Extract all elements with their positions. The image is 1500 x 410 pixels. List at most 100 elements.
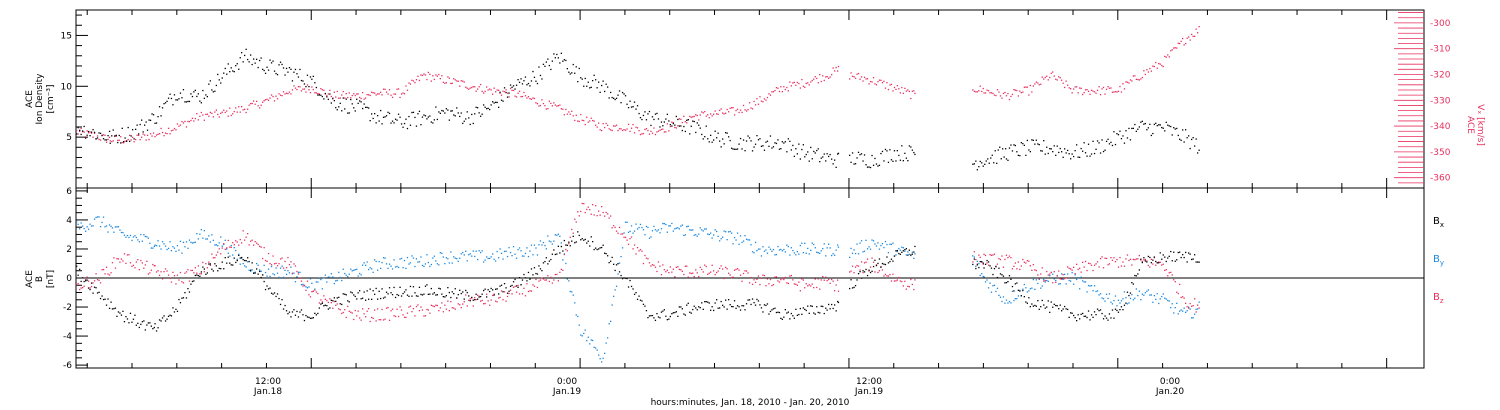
density-series-point bbox=[172, 104, 174, 106]
density-series-point bbox=[141, 119, 143, 121]
vx-series-point bbox=[823, 79, 825, 82]
bz-series-point bbox=[1025, 262, 1027, 264]
by-series-point bbox=[1162, 293, 1164, 295]
by-series-point bbox=[1189, 308, 1191, 310]
by-series-point bbox=[650, 236, 652, 238]
density-series-point bbox=[187, 100, 189, 103]
density-series-point bbox=[382, 116, 385, 118]
vx-series-point bbox=[170, 130, 173, 132]
by-series-point bbox=[786, 244, 788, 246]
bz-series-point bbox=[441, 302, 443, 304]
bx-series-point bbox=[1038, 308, 1040, 310]
bx-series-point bbox=[678, 306, 680, 308]
density-series-point bbox=[224, 67, 226, 70]
bx-series-point bbox=[1093, 311, 1096, 313]
bz-series-point bbox=[629, 238, 631, 240]
by-series-point bbox=[562, 259, 564, 261]
bz-series-point bbox=[769, 278, 772, 281]
bx-series-point bbox=[131, 321, 133, 323]
bz-series-point bbox=[1141, 260, 1143, 263]
by-series-point bbox=[336, 279, 338, 282]
bx-series-point bbox=[693, 305, 695, 307]
density-series-point bbox=[587, 81, 589, 83]
bx-series-point bbox=[814, 313, 816, 315]
bz-series-point bbox=[454, 308, 456, 310]
bz-series-point bbox=[875, 264, 878, 266]
by-series-point bbox=[297, 271, 300, 273]
by-series-point bbox=[161, 241, 164, 243]
bz-series-point bbox=[729, 274, 731, 276]
bx-series-point bbox=[80, 280, 82, 283]
bx-series-point bbox=[444, 296, 446, 298]
by-series-point bbox=[430, 263, 432, 266]
by-series-point bbox=[137, 239, 139, 241]
by-series-point bbox=[702, 230, 704, 232]
bz-series-point bbox=[406, 312, 409, 314]
bx-series-point bbox=[717, 307, 719, 309]
bx-series-point bbox=[1043, 304, 1045, 306]
by-series-point bbox=[339, 276, 341, 279]
vx-series-point bbox=[245, 111, 247, 114]
bx-series-point bbox=[701, 302, 703, 304]
bz-series-point bbox=[131, 265, 133, 267]
density-series-point bbox=[169, 93, 171, 95]
vx-series-point bbox=[1073, 88, 1075, 90]
bx-series-point bbox=[288, 311, 291, 313]
bx-series-point bbox=[199, 275, 201, 277]
bx-series-point bbox=[1067, 308, 1069, 311]
vx-series-point bbox=[569, 113, 571, 115]
bz-series-point bbox=[704, 264, 706, 266]
bz-series-point bbox=[332, 307, 334, 309]
vx-series-point bbox=[232, 113, 234, 115]
density-series-point bbox=[901, 145, 903, 147]
density-series-point bbox=[1077, 156, 1079, 158]
bz-series-point bbox=[223, 243, 225, 245]
top-series bbox=[76, 26, 1200, 171]
bx-series-point bbox=[113, 308, 115, 310]
by-series-point bbox=[693, 234, 695, 236]
vx-series-point bbox=[517, 92, 519, 94]
bx-series-point bbox=[281, 299, 283, 301]
density-series-point bbox=[908, 145, 910, 147]
vx-series-point bbox=[1007, 92, 1009, 95]
by-series-point bbox=[282, 276, 285, 278]
bz-series-point bbox=[366, 310, 368, 312]
vx-series-point bbox=[520, 96, 522, 98]
by-series-point bbox=[465, 250, 467, 252]
bz-series-point bbox=[1197, 304, 1199, 306]
density-series-point bbox=[477, 107, 479, 109]
vx-series-point bbox=[608, 128, 610, 130]
bx-series-point bbox=[536, 273, 539, 275]
bx-series-point bbox=[432, 293, 434, 295]
vx-series-point bbox=[1110, 87, 1112, 89]
density-series-point bbox=[448, 119, 450, 121]
vx-series-point bbox=[1017, 95, 1019, 97]
bx-series-point bbox=[512, 281, 515, 283]
by-series-point bbox=[1080, 276, 1082, 278]
bz-series-point bbox=[149, 272, 151, 274]
vx-series-point bbox=[132, 136, 134, 138]
vx-series-point bbox=[284, 93, 286, 95]
vx-series-point bbox=[242, 109, 244, 111]
bz-series-point bbox=[374, 309, 376, 311]
density-series-point bbox=[87, 130, 90, 133]
vx-series-point bbox=[586, 116, 588, 118]
density-series-point bbox=[481, 113, 483, 115]
vx-series-point bbox=[306, 84, 309, 86]
density-series-point bbox=[394, 118, 397, 120]
bz-series-point bbox=[889, 273, 891, 276]
bz-series-point bbox=[819, 288, 821, 290]
vx-series-point bbox=[992, 92, 994, 95]
bz-series-point bbox=[1011, 268, 1014, 270]
by-series-point bbox=[801, 242, 803, 244]
by-series-point bbox=[877, 242, 879, 244]
bx-series-point bbox=[356, 298, 358, 300]
vx-series-point bbox=[802, 85, 804, 87]
bx-series-point bbox=[548, 260, 550, 262]
density-series-point bbox=[518, 81, 521, 83]
by-series-point bbox=[1004, 302, 1006, 304]
bz-series-point bbox=[881, 269, 884, 271]
vx-series-point bbox=[548, 100, 550, 102]
vx-series-point bbox=[1092, 90, 1094, 92]
density-series-point bbox=[556, 53, 558, 56]
